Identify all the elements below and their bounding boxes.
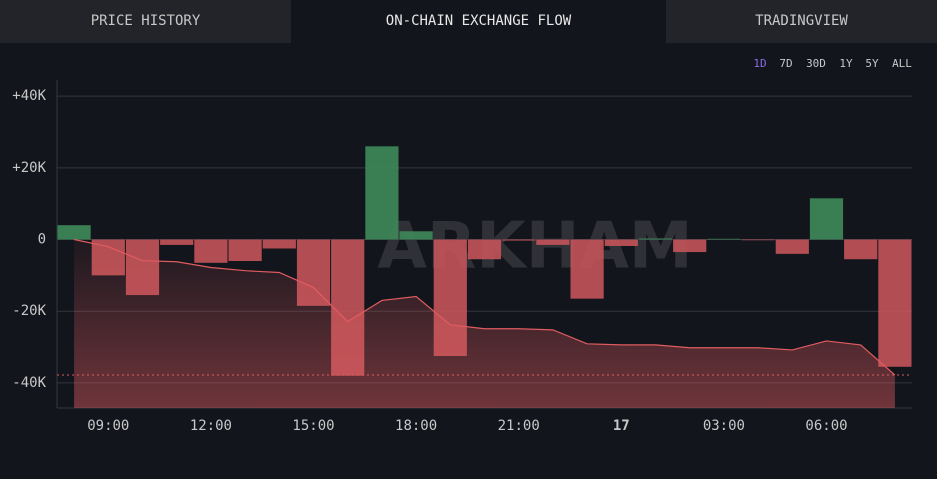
range-button[interactable]: 1D	[753, 57, 766, 70]
bar	[809, 198, 844, 240]
range-button[interactable]: 30D	[806, 57, 826, 70]
bar	[775, 239, 809, 254]
y-tick-label: -20K	[12, 303, 46, 319]
y-tick-label: +20K	[12, 160, 46, 176]
x-tick-label: 15:00	[292, 418, 334, 434]
bar	[228, 239, 262, 262]
bar	[707, 238, 741, 240]
bar	[673, 239, 707, 253]
x-tick-label: 21:00	[498, 418, 540, 434]
bar	[878, 239, 912, 367]
x-tick-label: 09:00	[87, 418, 129, 434]
bar	[467, 239, 502, 260]
bar	[194, 239, 228, 263]
range-button[interactable]: 1Y	[839, 57, 853, 70]
x-tick-label: 03:00	[703, 418, 745, 434]
y-tick-label: 0	[38, 232, 46, 248]
bar	[536, 239, 570, 245]
tab-label[interactable]: TRADINGVIEW	[755, 13, 848, 29]
range-button[interactable]: ALL	[892, 57, 912, 70]
bar	[741, 239, 775, 241]
y-tick-label: -40K	[12, 375, 46, 391]
x-tick-label: 12:00	[190, 418, 232, 434]
bar	[638, 238, 673, 240]
bar	[604, 239, 638, 246]
x-tick-label: 18:00	[395, 418, 437, 434]
bar	[262, 239, 296, 249]
area	[74, 239, 895, 408]
line	[73, 238, 896, 376]
tab[interactable]	[0, 0, 291, 43]
watermark: ARKHAM	[377, 210, 692, 284]
range-button[interactable]: 5Y	[865, 57, 879, 70]
tab[interactable]	[291, 0, 666, 43]
x-tick-label: 17	[613, 418, 630, 434]
bar	[502, 239, 536, 241]
bar	[399, 231, 433, 240]
bar	[57, 225, 91, 240]
bar	[365, 146, 399, 240]
tab-label[interactable]: PRICE HISTORY	[91, 13, 201, 29]
y-tick-label: +40K	[12, 88, 46, 104]
range-button[interactable]: 7D	[779, 57, 792, 70]
bar	[160, 239, 194, 245]
tab-label[interactable]: ON-CHAIN EXCHANGE FLOW	[386, 13, 572, 29]
x-tick-label: 06:00	[805, 418, 847, 434]
bar	[844, 239, 878, 260]
tab[interactable]	[666, 0, 937, 43]
bar	[570, 239, 604, 299]
